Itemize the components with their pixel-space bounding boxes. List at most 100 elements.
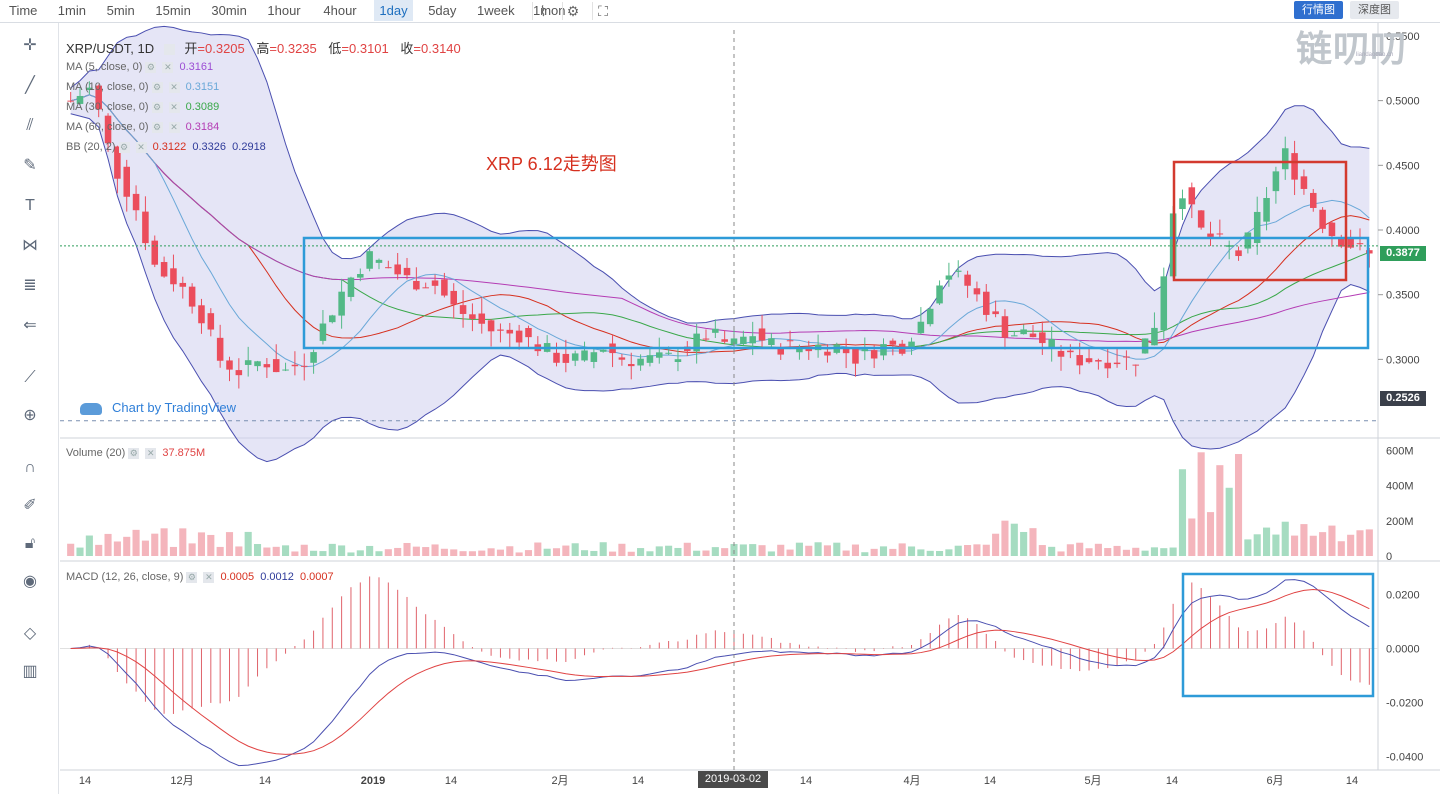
candle-body xyxy=(76,95,84,104)
volume-bar xyxy=(599,542,607,556)
lock-drawing-icon[interactable]: ✐ xyxy=(23,497,37,514)
volume-bar xyxy=(76,547,84,556)
fib-icon[interactable]: ≣ xyxy=(23,277,37,294)
indicator-icon[interactable]: ⚙ xyxy=(562,2,583,20)
toolbar: Time 1min 5min 15min 30min 1hour 4hour 1day 5day… xyxy=(0,0,1440,23)
close-icon[interactable]: ✕ xyxy=(168,81,180,93)
ma-value: 0.3184 xyxy=(185,121,220,133)
timeframe-Time[interactable]: Time xyxy=(9,3,38,18)
volume-bar xyxy=(702,550,710,556)
candle-body xyxy=(581,350,588,361)
candle-body xyxy=(926,308,934,325)
close-icon[interactable]: ✕ xyxy=(135,141,147,153)
eye-icon[interactable]: ◉ xyxy=(23,573,37,590)
settings-icon[interactable]: ⚙ xyxy=(151,101,163,113)
crosshair-icon[interactable]: ✛ xyxy=(23,37,37,54)
settings-icon[interactable]: ⚙ xyxy=(128,447,140,459)
candle-body xyxy=(450,290,457,305)
tradingview-logo[interactable]: Chart by TradingView xyxy=(80,400,236,415)
timeframe-5min[interactable]: 5min xyxy=(106,3,135,18)
volume-bar xyxy=(179,528,187,556)
volume-bar xyxy=(795,542,803,556)
settings-icon[interactable] xyxy=(163,44,175,56)
close-icon[interactable]: ✕ xyxy=(162,61,174,73)
text-tool-icon[interactable]: T xyxy=(25,197,35,214)
back-arrow-icon[interactable]: ⇐ xyxy=(23,317,37,334)
layers-icon[interactable]: ◇ xyxy=(23,625,37,642)
symbol-pair: XRP/USDT, 1D xyxy=(66,41,155,56)
volume-bar xyxy=(739,544,747,556)
candle-body xyxy=(983,291,990,315)
macd-box-blue xyxy=(1181,572,1375,698)
view-depth-button[interactable]: 深度图 xyxy=(1350,1,1399,19)
settings-icon[interactable]: ⚙ xyxy=(186,571,198,583)
volume-bar xyxy=(590,550,598,556)
ruler-icon[interactable]: ⟋ xyxy=(24,369,36,386)
volume-bar xyxy=(450,549,458,556)
timeframe-1min[interactable]: 1min xyxy=(57,3,86,18)
candle-body xyxy=(385,267,392,269)
chart-style-icon[interactable]: ⌇ xyxy=(532,2,553,20)
timeframe-4hour[interactable]: 4hour xyxy=(323,3,357,18)
ma-legend-3: MA (60, close, 0) ⚙ ✕ 0.3184 xyxy=(66,121,219,133)
volume-bar xyxy=(1206,512,1215,556)
candle-body xyxy=(880,344,887,356)
macd-tick-label: 0.0000 xyxy=(1386,643,1420,655)
x-tick-label: 14 xyxy=(1346,775,1358,787)
candle-body xyxy=(693,333,700,352)
bb-label: BB (20, 2) xyxy=(66,141,116,153)
view-chart-button[interactable]: 行情图 xyxy=(1294,1,1343,19)
lock-icon[interactable]: 🔓︎ xyxy=(24,535,36,552)
parallel-lines-icon[interactable]: ⫽ xyxy=(26,117,34,134)
volume-bar xyxy=(394,547,402,556)
candle-body xyxy=(1020,329,1027,335)
x-tick-label: 14 xyxy=(445,775,457,787)
volume-bar xyxy=(524,550,533,556)
candle-body xyxy=(357,274,364,278)
candle-body xyxy=(1253,211,1261,244)
magnet-icon[interactable]: ∩ xyxy=(24,459,36,476)
candle-body xyxy=(497,329,504,331)
timeframe-5day[interactable]: 5day xyxy=(428,3,457,18)
volume-tick-label: 400M xyxy=(1386,481,1414,493)
candle-body xyxy=(1104,362,1111,369)
trendline-icon[interactable]: ╱ xyxy=(25,77,35,94)
timeframe-1hour[interactable]: 1hour xyxy=(267,3,301,18)
close-icon[interactable]: ✕ xyxy=(145,447,157,459)
x-tick-label: 2月 xyxy=(551,775,568,787)
volume-bar xyxy=(543,548,551,556)
volume-bar xyxy=(263,547,271,556)
close-icon[interactable]: ✕ xyxy=(168,121,180,133)
timeframe-15min[interactable]: 15min xyxy=(155,3,191,18)
volume-bar xyxy=(487,548,495,556)
timeframe-30min[interactable]: 30min xyxy=(211,3,247,18)
candle-body xyxy=(1281,148,1289,170)
volume-bar xyxy=(1216,465,1224,556)
brush-icon[interactable]: ✎ xyxy=(23,157,37,174)
timeframe-1week[interactable]: 1week xyxy=(477,3,515,18)
settings-icon[interactable]: ⚙ xyxy=(145,61,157,73)
timeframe-1day[interactable]: 1day xyxy=(374,0,413,21)
volume-bar xyxy=(879,546,888,556)
settings-icon[interactable]: ⚙ xyxy=(151,121,163,133)
timeframe-1mon[interactable]: 1mon xyxy=(533,3,566,18)
candle-body xyxy=(590,352,598,362)
settings-icon[interactable]: ⚙ xyxy=(118,141,130,153)
candle-body xyxy=(1057,350,1065,357)
candle-body xyxy=(758,328,766,341)
volume-bar xyxy=(1094,543,1102,556)
close-icon[interactable]: ✕ xyxy=(168,101,180,113)
zoom-icon[interactable]: ⊕ xyxy=(23,407,37,424)
candle-body xyxy=(160,262,168,277)
close-icon[interactable]: ✕ xyxy=(203,571,215,583)
volume-bar xyxy=(356,550,364,556)
x-tick-label: 2019 xyxy=(361,775,385,787)
settings-icon[interactable]: ⚙ xyxy=(151,81,163,93)
trash-icon[interactable]: ▥ xyxy=(22,663,38,680)
pattern-icon[interactable]: ⋈ xyxy=(22,237,38,254)
bb-basis: 0.3122 xyxy=(152,141,187,153)
fullscreen-icon[interactable]: ⛶ xyxy=(592,2,613,20)
volume-bar xyxy=(936,551,944,556)
macd-signal-line xyxy=(70,589,1370,755)
